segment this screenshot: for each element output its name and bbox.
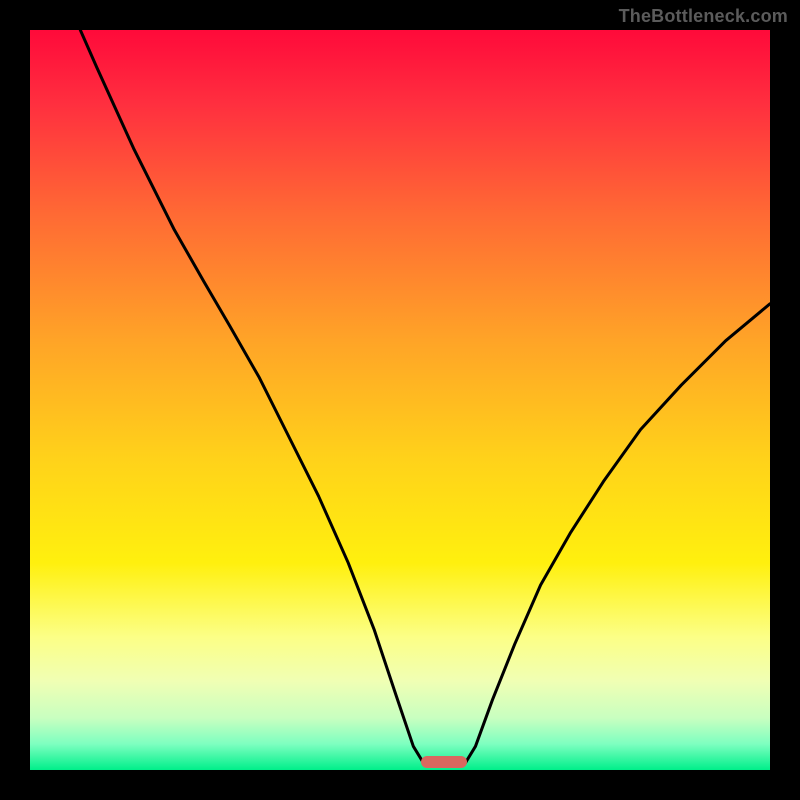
curve-svg [30, 30, 770, 770]
optimal-marker [421, 756, 467, 768]
chart-frame: TheBottleneck.com [0, 0, 800, 800]
attribution-text: TheBottleneck.com [619, 6, 788, 27]
bottleneck-curve [80, 30, 770, 766]
plot-area [30, 30, 770, 770]
